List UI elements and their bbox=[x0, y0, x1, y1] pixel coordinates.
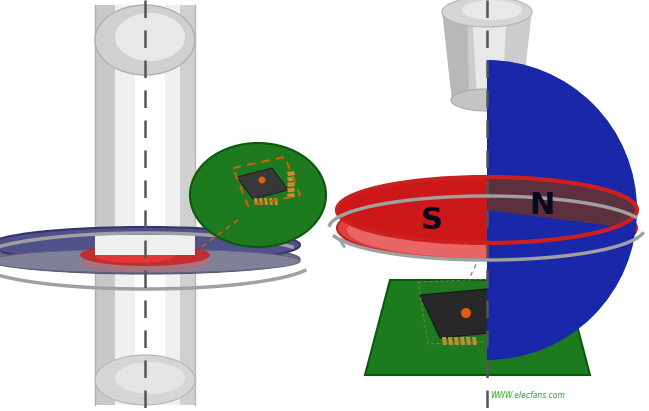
Polygon shape bbox=[442, 337, 447, 345]
Polygon shape bbox=[516, 313, 526, 319]
Polygon shape bbox=[254, 198, 258, 205]
Wedge shape bbox=[487, 60, 637, 360]
Polygon shape bbox=[460, 337, 465, 345]
Polygon shape bbox=[487, 177, 637, 226]
Polygon shape bbox=[516, 306, 526, 312]
Text: WWW.elecfans.com: WWW.elecfans.com bbox=[490, 391, 565, 400]
Ellipse shape bbox=[347, 202, 627, 258]
Polygon shape bbox=[516, 292, 526, 298]
Text: S: S bbox=[421, 206, 443, 235]
Ellipse shape bbox=[115, 362, 185, 394]
Ellipse shape bbox=[190, 143, 326, 247]
Ellipse shape bbox=[462, 0, 522, 20]
Polygon shape bbox=[472, 10, 507, 100]
Text: N: N bbox=[530, 191, 555, 219]
Polygon shape bbox=[135, 5, 165, 405]
Polygon shape bbox=[472, 337, 477, 345]
Polygon shape bbox=[237, 168, 288, 199]
Ellipse shape bbox=[451, 89, 523, 111]
Polygon shape bbox=[287, 193, 295, 198]
Ellipse shape bbox=[442, 0, 532, 27]
Polygon shape bbox=[95, 235, 195, 255]
Polygon shape bbox=[420, 288, 518, 338]
Circle shape bbox=[258, 176, 265, 183]
Circle shape bbox=[461, 308, 471, 318]
Polygon shape bbox=[287, 182, 295, 187]
Polygon shape bbox=[448, 337, 453, 345]
Polygon shape bbox=[454, 337, 459, 345]
Ellipse shape bbox=[95, 236, 195, 254]
Polygon shape bbox=[516, 320, 526, 326]
Polygon shape bbox=[442, 10, 469, 100]
Polygon shape bbox=[287, 176, 295, 182]
Ellipse shape bbox=[95, 355, 195, 405]
Ellipse shape bbox=[0, 227, 300, 263]
Polygon shape bbox=[287, 171, 295, 176]
Ellipse shape bbox=[80, 254, 210, 272]
Polygon shape bbox=[442, 10, 532, 100]
Ellipse shape bbox=[0, 244, 300, 274]
Polygon shape bbox=[274, 198, 278, 205]
Polygon shape bbox=[365, 280, 590, 375]
Polygon shape bbox=[269, 198, 273, 205]
Ellipse shape bbox=[115, 13, 185, 61]
Ellipse shape bbox=[0, 249, 300, 273]
Polygon shape bbox=[115, 5, 180, 405]
Polygon shape bbox=[516, 299, 526, 305]
Polygon shape bbox=[287, 187, 295, 192]
Ellipse shape bbox=[337, 177, 637, 243]
Polygon shape bbox=[95, 5, 115, 405]
Ellipse shape bbox=[337, 196, 637, 260]
Ellipse shape bbox=[95, 247, 175, 263]
Polygon shape bbox=[180, 5, 195, 405]
Polygon shape bbox=[259, 198, 263, 205]
Ellipse shape bbox=[80, 244, 210, 266]
Polygon shape bbox=[337, 177, 487, 243]
Polygon shape bbox=[264, 198, 268, 205]
Polygon shape bbox=[466, 337, 471, 345]
Polygon shape bbox=[516, 327, 526, 333]
Ellipse shape bbox=[95, 5, 195, 75]
